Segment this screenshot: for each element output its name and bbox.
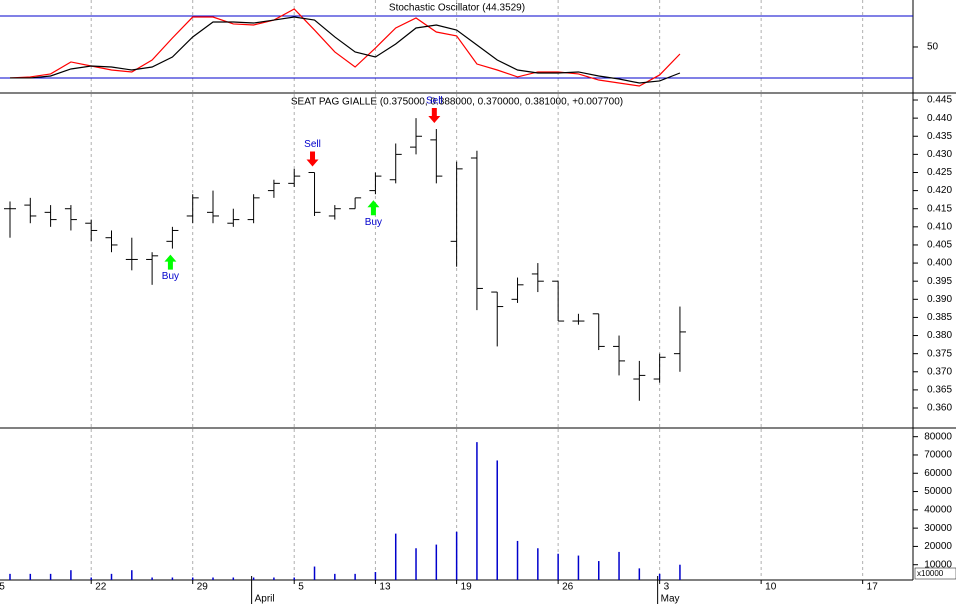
unit-label: x10000 (917, 569, 944, 578)
y-tick-label: 20000 (924, 541, 952, 552)
chart-title: SEAT PAG GIALLE (0.375000, 0.388000, 0.3… (291, 97, 623, 108)
y-tick-label: 0.435 (927, 131, 952, 142)
y-tick-label: 0.385 (927, 312, 952, 323)
sell-label: Sell (304, 139, 321, 150)
y-tick-label: 0.405 (927, 240, 952, 251)
x-tick-label: 26 (562, 582, 574, 593)
x-tick-label: 17 (867, 582, 879, 593)
y-tick-label: 0.425 (927, 167, 952, 178)
y-tick-label: 0.390 (927, 294, 952, 305)
sell-arrow (428, 108, 441, 124)
y-tick-label: 0.415 (927, 203, 952, 214)
y-tick-label: 0.430 (927, 149, 952, 160)
y-tick-label: 0.420 (927, 185, 952, 196)
y-tick-label: 60000 (924, 468, 952, 479)
x-tick-label: 13 (379, 582, 391, 593)
x-tick-label: 19 (461, 582, 473, 593)
x-tick-label: 3 (664, 582, 670, 593)
y-tick-label: 50000 (924, 486, 952, 497)
y-tick-label: 0.445 (927, 95, 952, 106)
y-tick-label: 0.375 (927, 348, 952, 359)
x-tick-label: 29 (197, 582, 209, 593)
month-label: May (661, 594, 680, 604)
unit-box (914, 567, 956, 580)
y-tick-label: 10000 (924, 559, 952, 570)
x-tick-label: 22 (95, 582, 107, 593)
y-tick-label: 0.395 (927, 276, 952, 287)
y-tick-label: 50 (927, 42, 939, 53)
y-tick-label: 70000 (924, 450, 952, 461)
y-tick-label: 0.410 (927, 221, 952, 232)
y-tick-label: 0.360 (927, 403, 952, 414)
y-tick-label: 30000 (924, 523, 952, 534)
y-tick-label: 0.365 (927, 385, 952, 396)
x-tick-label: 15 (0, 582, 5, 593)
stochastic-line (10, 16, 681, 84)
month-label: April (255, 594, 275, 604)
y-tick-label: 0.440 (927, 113, 952, 124)
x-tick-label: 5 (298, 582, 304, 593)
sell-label: Sell (426, 96, 443, 107)
buy-arrow (367, 200, 380, 216)
buy-label: Buy (365, 217, 382, 228)
y-tick-label: 80000 (924, 431, 952, 442)
y-tick-label: 0.370 (927, 366, 952, 377)
x-tick-label: 10 (765, 582, 777, 593)
buy-arrow (164, 254, 177, 270)
y-tick-label: 0.400 (927, 258, 952, 269)
buy-label: Buy (162, 271, 179, 282)
y-tick-label: 40000 (924, 504, 952, 515)
sell-arrow (306, 151, 319, 167)
y-tick-label: 0.380 (927, 330, 952, 341)
chart-title: Stochastic Oscillator (44.3529) (389, 3, 525, 14)
